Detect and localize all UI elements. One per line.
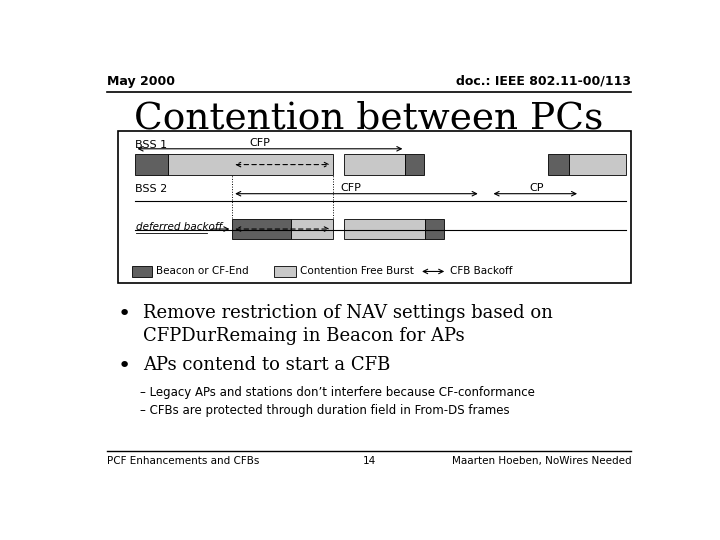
Bar <box>233 219 291 239</box>
Text: CP: CP <box>529 183 544 193</box>
Bar <box>344 219 425 239</box>
Text: – Legacy APs and stations don’t interfere because CF-conformance: – Legacy APs and stations don’t interfer… <box>140 386 535 399</box>
Bar <box>569 154 626 175</box>
Text: 14: 14 <box>362 456 376 465</box>
Bar <box>135 154 168 175</box>
Text: BSS 1: BSS 1 <box>135 140 167 150</box>
Bar <box>405 154 423 175</box>
Text: May 2000: May 2000 <box>107 75 175 88</box>
Text: deferred backoff: deferred backoff <box>136 222 222 232</box>
Text: Remove restriction of NAV settings based on
CFPDurRemaing in Beacon for APs: Remove restriction of NAV settings based… <box>143 304 553 345</box>
Bar <box>425 219 444 239</box>
Text: •: • <box>118 356 131 376</box>
Bar <box>274 266 297 277</box>
Text: doc.: IEEE 802.11-00/113: doc.: IEEE 802.11-00/113 <box>456 75 631 88</box>
Text: CFP: CFP <box>341 183 361 193</box>
Text: Maarten Hoeben, NoWires Needed: Maarten Hoeben, NoWires Needed <box>451 456 631 465</box>
Bar <box>291 219 333 239</box>
Bar <box>132 266 153 277</box>
Text: Contention Free Burst: Contention Free Burst <box>300 266 414 276</box>
Bar <box>344 154 405 175</box>
Text: BSS 2: BSS 2 <box>135 184 167 194</box>
Bar <box>118 131 631 283</box>
Text: Beacon or CF-End: Beacon or CF-End <box>156 266 248 276</box>
Text: •: • <box>118 304 131 324</box>
Bar <box>168 154 333 175</box>
Text: CFP: CFP <box>250 138 271 148</box>
Text: PCF Enhancements and CFBs: PCF Enhancements and CFBs <box>107 456 259 465</box>
Text: Contention between PCs: Contention between PCs <box>135 101 603 137</box>
Text: CFB Backoff: CFB Backoff <box>451 266 513 276</box>
Bar <box>547 154 569 175</box>
Text: – CFBs are protected through duration field in From-DS frames: – CFBs are protected through duration fi… <box>140 404 510 417</box>
Text: APs contend to start a CFB: APs contend to start a CFB <box>143 356 390 374</box>
